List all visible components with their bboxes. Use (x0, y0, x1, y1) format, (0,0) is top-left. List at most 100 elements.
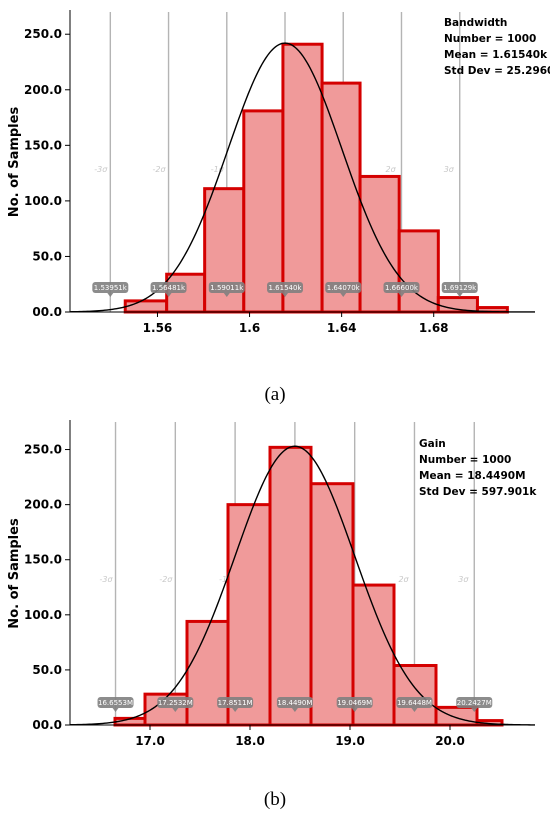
histogram-bar-6 (309, 482, 355, 727)
sigma-value-label: 1.61540k (268, 284, 302, 292)
y-tick-label: 250.0 (24, 443, 62, 457)
sigma-value-label: 1.69129k (443, 284, 477, 292)
sigma-label: -3σ (100, 575, 114, 584)
sigma-value-label: 19.6448M (397, 699, 432, 707)
y-tick-label: 150.0 (24, 138, 62, 152)
sigma-value-marker (208, 282, 245, 293)
sigma-value-marker (217, 697, 254, 708)
y-tick-label: 00.0 (32, 718, 62, 732)
sigma-marker-pointer (282, 293, 289, 297)
sigma-label: -1σ (211, 165, 225, 174)
sigma-value-marker (97, 697, 134, 708)
histogram-bar-5 (281, 42, 324, 314)
sigma-value-marker (325, 282, 362, 293)
sigma-value-marker (396, 697, 433, 708)
sigma-marker-pointer (411, 708, 418, 712)
sigma-label: -2σ (159, 575, 173, 584)
sigma-value-label: 19.0469M (337, 699, 372, 707)
histogram-bar-3 (185, 619, 230, 727)
sigma-value-marker (157, 697, 194, 708)
normal-fit-curve (69, 445, 536, 726)
histogram-bar-8 (392, 664, 438, 727)
stats-line-4: Std Dev = 597.901k (419, 486, 537, 498)
gain-histogram-chart: -3σ-2σ-1σ1σ2σ3σ16.6553M17.2532M17.8511M1… (7, 420, 537, 748)
sigma-value-marker (267, 282, 304, 293)
stats-line-1: Bandwidth (444, 17, 507, 29)
sigma-label: 3σ (444, 165, 455, 174)
stats-line-1: Gain (419, 438, 446, 450)
sigma-value-label: 16.6553M (98, 699, 133, 707)
stats-line-4: Std Dev = 25.2960 (444, 65, 550, 77)
bandwidth-histogram-chart: -3σ-2σ-1σ1σ2σ3σ1.53951k1.56481k1.59011k1… (7, 10, 550, 345)
panel-label-a: (a) (264, 384, 286, 405)
panel-label-b: (b) (263, 789, 287, 810)
histogram-bar-4 (226, 503, 272, 727)
sigma-value-marker (276, 697, 313, 708)
sigma-marker-pointer (112, 708, 119, 712)
x-tick-label: 18.0 (235, 734, 265, 748)
sigma-marker-pointer (398, 293, 405, 297)
sigma-value-label: 17.8511M (218, 699, 253, 707)
y-axis-title: No. of Samples (7, 107, 22, 218)
sigma-label: -2σ (153, 165, 167, 174)
sigma-value-marker (456, 697, 493, 708)
y-tick-label: 50.0 (32, 249, 62, 263)
histogram-bar-2 (165, 272, 207, 314)
sigma-marker-pointer (232, 708, 239, 712)
histogram-bar-4 (242, 109, 285, 314)
histogram-bar-6 (320, 81, 362, 314)
stats-line-3: Mean = 1.61540k (444, 49, 548, 61)
sigma-value-marker (336, 697, 373, 708)
sigma-value-marker (150, 282, 187, 293)
x-tick-label: 20.0 (435, 734, 465, 748)
sigma-label: 2σ (385, 165, 396, 174)
x-tick-label: 1.6 (239, 321, 260, 335)
stats-line-3: Mean = 18.4490M (419, 470, 526, 482)
y-tick-label: 200.0 (24, 83, 62, 97)
y-tick-label: 50.0 (32, 663, 62, 677)
histogram-bar-8 (397, 229, 440, 314)
x-tick-label: 1.68 (419, 321, 449, 335)
sigma-value-label: 1.59011k (210, 284, 244, 292)
y-tick-label: 250.0 (24, 27, 62, 41)
y-tick-label: 150.0 (24, 553, 62, 567)
sigma-label: 3σ (458, 575, 469, 584)
sigma-label: 2σ (398, 575, 409, 584)
histogram-bar-5 (268, 445, 313, 727)
sigma-value-marker (383, 282, 420, 293)
sigma-marker-pointer (351, 708, 358, 712)
sigma-marker-pointer (107, 293, 114, 297)
y-tick-label: 200.0 (24, 498, 62, 512)
x-tick-label: 1.56 (143, 321, 173, 335)
sigma-marker-pointer (223, 293, 230, 297)
sigma-label: -3σ (94, 165, 108, 174)
sigma-marker-pointer (471, 708, 478, 712)
sigma-value-marker (441, 282, 478, 293)
sigma-value-label: 1.56481k (152, 284, 186, 292)
sigma-value-label: 20.2427M (457, 699, 492, 707)
sigma-marker-pointer (291, 708, 298, 712)
stats-line-2: Number = 1000 (444, 33, 536, 45)
y-axis-title: No. of Samples (7, 518, 22, 629)
x-tick-label: 17.0 (135, 734, 165, 748)
x-tick-label: 1.64 (327, 321, 357, 335)
sigma-value-label: 18.4490M (277, 699, 312, 707)
y-tick-label: 100.0 (24, 194, 62, 208)
sigma-value-marker (92, 282, 129, 293)
histogram-bar-9 (434, 705, 479, 727)
histogram-bar-1 (123, 299, 169, 314)
sigma-marker-pointer (456, 293, 463, 297)
x-tick-label: 19.0 (335, 734, 365, 748)
stats-line-2: Number = 1000 (419, 454, 511, 466)
sigma-value-label: 1.53951k (94, 284, 128, 292)
sigma-marker-pointer (172, 708, 179, 712)
sigma-value-label: 17.2532M (158, 699, 193, 707)
y-tick-label: 100.0 (24, 608, 62, 622)
sigma-marker-pointer (340, 293, 347, 297)
y-tick-label: 00.0 (32, 305, 62, 319)
sigma-value-label: 1.66600k (385, 284, 419, 292)
sigma-value-label: 1.64070k (327, 284, 361, 292)
x-axis-title: Bandwidth (Hz) (234, 344, 347, 345)
normal-fit-curve (69, 42, 535, 313)
